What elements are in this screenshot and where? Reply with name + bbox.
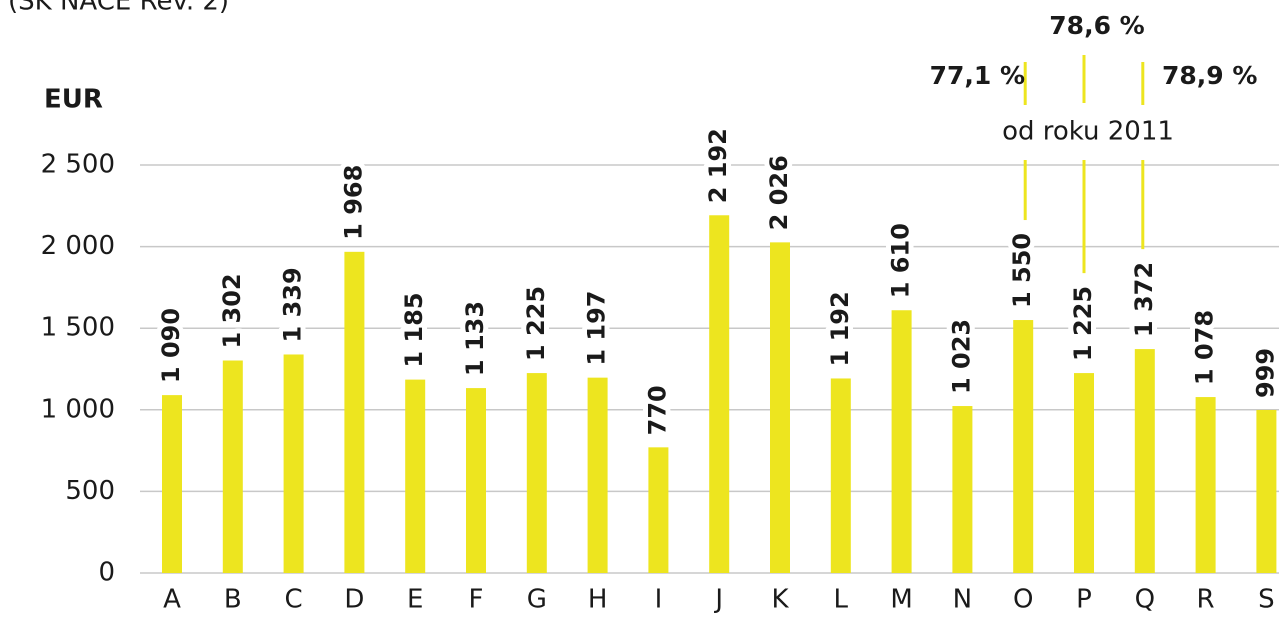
bar [405,379,426,573]
bar [222,360,243,573]
value-label: 1 192 [826,291,854,366]
value-label: 1 185 [400,292,428,367]
bar [1013,320,1034,573]
bar [709,215,730,573]
value-label: 2 026 [765,155,793,230]
value-label: 1 023 [947,319,975,394]
bar [952,406,973,573]
value-label: 1 078 [1191,310,1219,385]
x-tick-label: R [1197,585,1215,614]
y-tick-label: 2 500 [41,150,115,180]
x-tick-label: A [163,585,181,614]
bar [770,242,790,573]
x-tick-label: L [834,585,849,614]
bar [526,373,547,573]
annotation: 77,1 % [930,61,1025,90]
value-label: 1 550 [1008,233,1036,308]
y-tick-label: 1 500 [41,313,115,343]
x-tick-label: M [890,585,912,614]
y-axis-label: EUR [44,85,103,115]
annotation: 78,6 % [1049,11,1144,40]
x-tick-label: S [1258,585,1275,614]
value-label: 1 133 [461,301,489,376]
value-label: 1 610 [887,223,915,298]
annotation: 78,9 % [1162,61,1257,90]
value-label: 1 968 [339,165,367,240]
bar [344,251,365,574]
x-tick-label: K [771,585,789,614]
x-tick-label: C [285,585,303,614]
bar [1134,349,1155,573]
bar [162,395,182,573]
x-tick-label: F [469,585,484,614]
value-label: 1 302 [218,273,246,348]
bar [891,310,912,573]
value-label: 770 [643,385,671,435]
x-tick-label: H [588,585,608,614]
y-tick-label: 500 [65,476,115,506]
y-tick-label: 1 000 [41,394,115,424]
bar [1074,373,1094,573]
bar [1256,409,1277,573]
bar [587,377,608,573]
value-label: 2 192 [704,128,732,203]
value-label: 1 197 [583,290,611,365]
value-label: 999 [1251,348,1279,398]
bar [1195,397,1216,573]
y-tick-label: 0 [98,558,115,588]
value-label: 1 225 [1069,286,1097,361]
x-tick-label: P [1076,585,1092,614]
annotation: od roku 2011 [1002,117,1174,147]
x-tick-label: G [527,585,547,614]
x-tick-label: E [407,585,423,614]
x-tick-label: Q [1135,585,1155,614]
value-label: 1 339 [279,267,307,342]
x-tick-label: J [713,585,723,614]
x-tick-label: I [655,585,663,614]
value-label: 1 225 [522,286,550,361]
subtitle: (SK NACE Rev. 2) [8,0,229,17]
x-tick-label: O [1013,585,1033,614]
x-tick-label: B [224,585,242,614]
x-tick-label: D [344,585,364,614]
y-tick-label: 2 000 [41,231,115,261]
value-label: 1 372 [1130,262,1158,337]
bar [466,388,486,573]
value-label: 1 090 [157,308,185,383]
x-tick-label: N [953,585,972,614]
bar [830,378,851,573]
bar [283,354,304,573]
bar [648,447,669,573]
